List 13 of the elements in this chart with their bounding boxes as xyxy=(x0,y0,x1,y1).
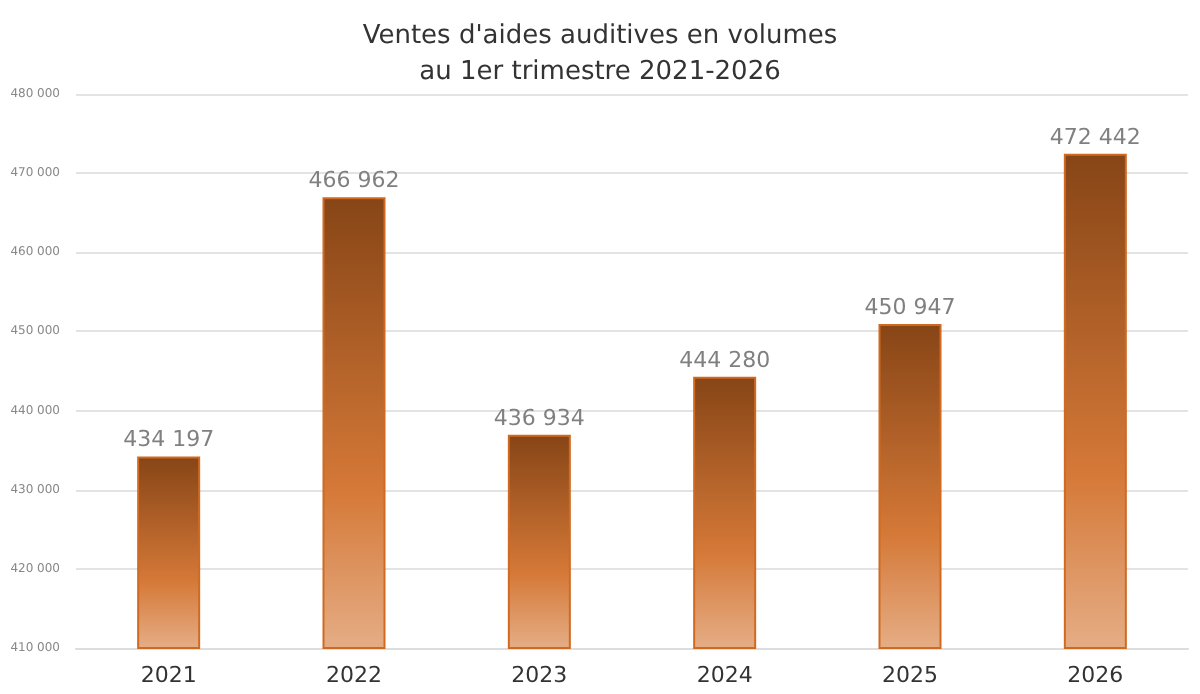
x-tick-label: 2021 xyxy=(140,662,197,688)
x-tick-label: 2024 xyxy=(696,662,753,688)
x-tick-label: 2025 xyxy=(882,662,938,688)
data-label: 434 197 xyxy=(123,426,215,453)
data-label: 444 280 xyxy=(679,346,771,373)
data-label: 436 934 xyxy=(493,404,585,431)
x-tick-label: 2022 xyxy=(326,662,382,688)
chart-title: Ventes d'aides auditives en volumes au 1er trimestre 2021-2026 xyxy=(362,21,838,87)
data-label: 450 947 xyxy=(864,293,956,320)
data-label: 466 962 xyxy=(308,167,400,194)
x-tick-label: 2023 xyxy=(511,662,568,688)
data-label: 472 442 xyxy=(1049,123,1141,150)
x-tick-label: 2026 xyxy=(1067,662,1124,688)
